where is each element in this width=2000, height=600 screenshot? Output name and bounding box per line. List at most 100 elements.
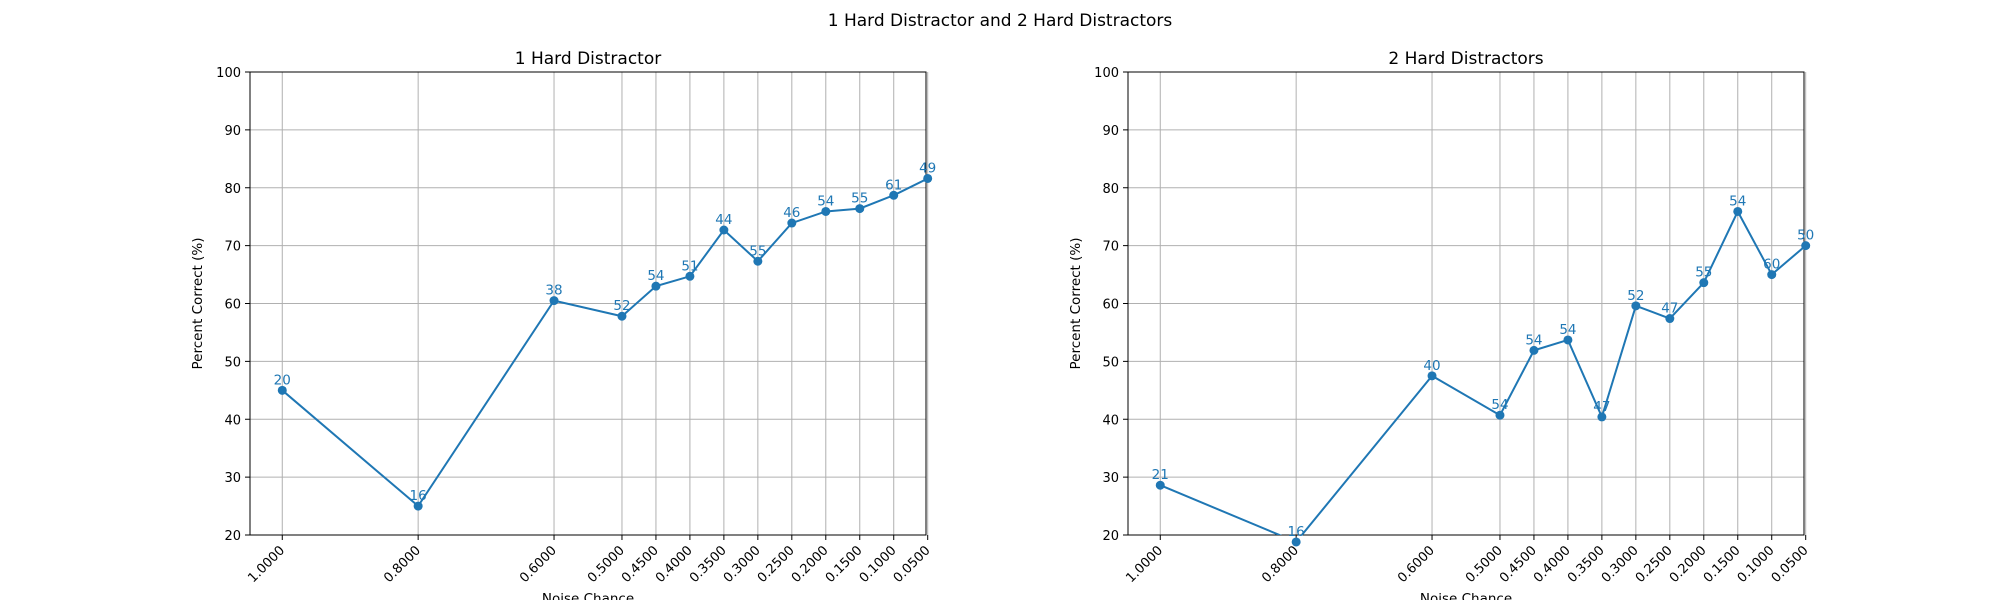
data-point: [889, 190, 899, 200]
data-label: 54: [1525, 332, 1542, 348]
data-point: [821, 206, 831, 216]
data-point: [1597, 412, 1607, 422]
y-tick-label: 100: [1094, 66, 1119, 81]
y-tick-label: 50: [224, 355, 241, 370]
x-tick-label: 0.2000: [789, 543, 832, 586]
x-tick-label: 1.0000: [245, 543, 288, 586]
x-tick-label: 0.1500: [823, 543, 866, 586]
data-point: [1529, 345, 1539, 355]
x-tick-label: 1.0000: [1123, 543, 1166, 586]
y-tick-label: 40: [1102, 413, 1119, 428]
y-tick-label: 20: [224, 529, 241, 544]
series-line: [1159, 209, 1804, 535]
data-point: [549, 296, 559, 306]
y-tick-label: 60: [1102, 298, 1119, 313]
data-label: 40: [1423, 358, 1440, 374]
x-tick-label: 0.3000: [1599, 543, 1642, 586]
data-label: 16: [410, 488, 427, 504]
data-label: 61: [885, 177, 902, 193]
data-label: 16: [1288, 524, 1305, 540]
grid-lines: [250, 71, 929, 536]
x-tick-label: 0.6000: [1395, 543, 1438, 586]
data-point: [277, 385, 287, 395]
data-label: 54: [647, 268, 664, 284]
data-point: [753, 256, 763, 266]
data-point: [651, 281, 661, 291]
x-axis-label: Noise Chance: [542, 591, 634, 600]
data-point: [685, 271, 695, 281]
x-tick-label: 0.4000: [1531, 543, 1574, 586]
x-tick-label: 0.8000: [1259, 543, 1302, 586]
x-tick-label: 0.5000: [585, 543, 628, 586]
x-tick-label: 0.2500: [1633, 543, 1676, 586]
x-tick-label: 0.1500: [1701, 543, 1744, 586]
chart-panel-1-hard-distractor: 1 Hard Distractor Noise Chance Percent C…: [190, 49, 936, 600]
data-label: 54: [1729, 193, 1746, 209]
data-point: [787, 218, 797, 228]
x-tick-label: 0.3500: [687, 543, 730, 586]
x-tick-label: 0.1000: [1735, 543, 1778, 586]
y-tick-label: 30: [224, 471, 241, 486]
data-label: 52: [1627, 288, 1644, 304]
data-point: [1733, 206, 1743, 216]
x-tick-label: 0.4500: [1497, 543, 1540, 586]
data-point: [855, 204, 865, 214]
chart-title: 1 Hard Distractor: [515, 49, 661, 69]
y-tick-label: 90: [224, 124, 241, 139]
data-label: 55: [749, 243, 766, 259]
y-tick-label: 20: [1102, 529, 1119, 544]
grid-lines: [1128, 71, 1807, 536]
x-tick-label: 0.8000: [381, 543, 424, 586]
data-point: [1495, 410, 1505, 420]
y-tick-label: 50: [1102, 355, 1119, 370]
data-point: [1801, 241, 1811, 251]
data-point: [413, 501, 423, 511]
data-label: 54: [1491, 397, 1508, 413]
figure-title: 1 Hard Distractor and 2 Hard Distractors: [828, 11, 1173, 31]
y-tick-label: 60: [224, 298, 241, 313]
x-tick-label: 0.3000: [721, 543, 764, 586]
data-point: [1699, 278, 1709, 288]
y-tick-label: 70: [1102, 240, 1119, 255]
x-tick-label: 0.0500: [1769, 543, 1812, 586]
data-point: [1631, 301, 1641, 311]
x-tick-label: 0.2000: [1667, 543, 1710, 586]
chart-title: 2 Hard Distractors: [1388, 49, 1543, 69]
data-point: [1427, 371, 1437, 381]
data-label: 50: [1797, 228, 1814, 244]
y-tick-label: 90: [1102, 124, 1119, 139]
data-label: 47: [1593, 399, 1610, 415]
data-label: 21: [1152, 467, 1169, 483]
y-tick-label: 40: [224, 413, 241, 428]
data-label: 54: [1559, 322, 1576, 338]
data-point: [1767, 270, 1777, 280]
data-point: [923, 173, 933, 183]
data-label: 55: [851, 191, 868, 207]
y-tick-label: 30: [1102, 471, 1119, 486]
data-label: 55: [1695, 265, 1712, 281]
data-label: 38: [545, 283, 562, 299]
data-label: 60: [1763, 257, 1780, 273]
x-tick-label: 0.3500: [1565, 543, 1608, 586]
series-line: [281, 178, 926, 508]
data-label: 46: [783, 205, 800, 221]
x-tick-label: 0.6000: [517, 543, 560, 586]
axes-frame: [1127, 71, 1805, 536]
x-tick-label: 0.5000: [1463, 543, 1506, 586]
data-label: 54: [817, 193, 834, 209]
data-point: [1291, 537, 1301, 547]
x-tick-label: 0.1000: [857, 543, 900, 586]
data-point: [719, 225, 729, 235]
data-label: 49: [919, 160, 936, 176]
data-point: [1665, 314, 1675, 324]
x-tick-label: 0.4500: [619, 543, 662, 586]
data-point: [1563, 335, 1573, 345]
data-point: [1155, 480, 1165, 490]
x-tick-label: 0.4000: [653, 543, 696, 586]
data-label: 51: [681, 258, 698, 274]
x-axis-label: Noise Chance: [1420, 591, 1512, 600]
y-tick-label: 70: [224, 240, 241, 255]
y-axis-label: Percent Correct (%): [1068, 237, 1084, 369]
y-tick-label: 80: [224, 182, 241, 197]
